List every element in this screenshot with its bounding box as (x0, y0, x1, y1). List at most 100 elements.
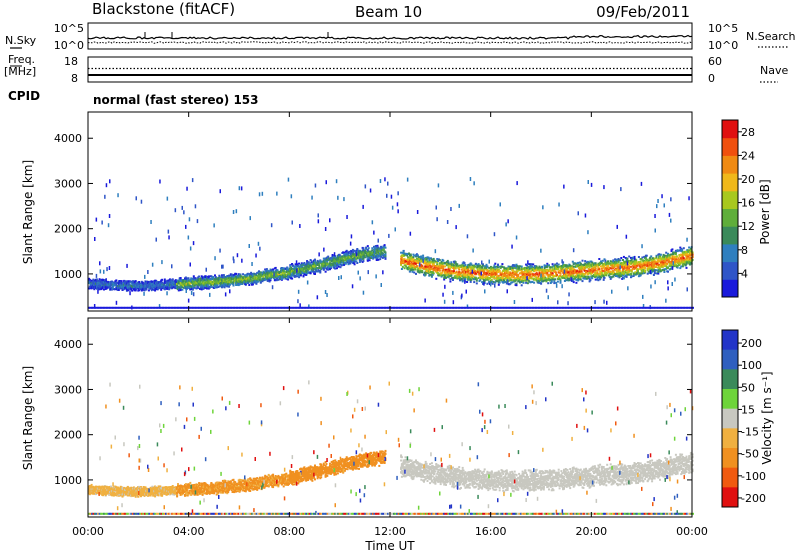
range-cell (161, 281, 164, 284)
range-cell (203, 277, 206, 280)
range-cell (283, 272, 286, 275)
range-cell (461, 267, 464, 270)
range-cell (430, 275, 433, 278)
range-cell (221, 274, 223, 277)
range-cell (452, 265, 455, 268)
range-cell (373, 254, 376, 257)
range-cell (135, 287, 138, 290)
range-cell (415, 255, 417, 258)
range-cell (378, 249, 381, 252)
noise-right-tick-top: 10^5 (708, 22, 738, 35)
range-cell (260, 274, 263, 277)
range-cell (520, 284, 523, 287)
range-cell (293, 269, 296, 272)
range-cell (596, 270, 599, 273)
range-cell (449, 278, 452, 281)
noise-left-label: N.Sky (5, 34, 37, 47)
range-cell (607, 262, 610, 265)
beam-title: Beam 10 (355, 3, 422, 21)
range-cell (370, 257, 373, 259)
range-cell (198, 275, 201, 278)
range-cell (410, 256, 413, 259)
range-cell (248, 284, 251, 286)
range-cell (449, 280, 452, 283)
range-cell (117, 287, 120, 290)
range-cell (554, 278, 557, 281)
range-cell (416, 254, 419, 257)
range-cell (445, 264, 448, 267)
range-cell (531, 280, 534, 283)
range-cell (208, 286, 211, 289)
range-cell (102, 278, 105, 281)
range-cell (377, 246, 380, 249)
range-cell (467, 268, 469, 271)
range-cell (187, 277, 190, 280)
freq-left-tick-bottom: 8 (71, 72, 78, 85)
range-cell (234, 277, 237, 280)
range-cell (347, 255, 350, 258)
range-cell (467, 273, 470, 276)
range-cell (336, 260, 338, 263)
range-cell (443, 278, 446, 281)
range-cell (411, 266, 414, 269)
range-cell (299, 272, 302, 275)
range-cell (191, 286, 194, 289)
noise-panel-frame (87, 22, 693, 50)
range-cell (486, 265, 489, 268)
range-cell (307, 261, 310, 264)
range-cell (249, 273, 252, 276)
range-cell (206, 282, 208, 285)
range-cell (475, 279, 478, 282)
range-cell (441, 271, 444, 274)
range-cell (321, 262, 324, 265)
range-cell (186, 280, 189, 283)
range-cell (168, 286, 171, 289)
range-cell (176, 284, 179, 287)
range-cell (442, 265, 445, 268)
noise-left-tick-top: 10^5 (54, 22, 84, 35)
range-cell (413, 254, 416, 257)
range-cell (440, 274, 443, 277)
range-cell (443, 269, 446, 272)
range-cell (190, 277, 193, 280)
range-cell (432, 257, 435, 260)
range-cell (607, 260, 610, 263)
range-cell (581, 259, 584, 262)
range-cell (476, 268, 479, 271)
range-cell (452, 263, 454, 266)
range-cell (498, 281, 501, 284)
range-cell (359, 250, 362, 253)
range-cell (373, 246, 376, 249)
range-cell (408, 263, 411, 265)
range-cell (548, 264, 550, 267)
range-cell (314, 264, 317, 267)
range-cell (526, 264, 528, 267)
range-cell (471, 277, 474, 280)
range-cell (415, 262, 417, 265)
range-cell (336, 256, 339, 259)
range-cell (222, 274, 225, 277)
range-cell (531, 277, 534, 280)
range-cell (351, 257, 354, 260)
range-cell (309, 264, 312, 267)
range-cell (609, 262, 612, 265)
range-cell (438, 259, 441, 262)
range-cell (405, 260, 408, 262)
range-cell (401, 259, 404, 262)
range-cell (442, 267, 445, 270)
range-cell (365, 246, 368, 249)
range-cell (258, 277, 261, 279)
range-cell (450, 274, 453, 277)
range-cell (217, 282, 220, 285)
range-cell (511, 269, 514, 272)
range-cell (242, 278, 245, 281)
range-cell (353, 263, 356, 266)
range-cell (532, 263, 535, 266)
range-cell (182, 284, 185, 287)
range-cell (435, 265, 438, 268)
range-cell (464, 264, 467, 266)
range-cell (292, 264, 294, 267)
range-cell (424, 273, 427, 276)
range-cell (605, 274, 608, 277)
range-cell (276, 269, 279, 272)
